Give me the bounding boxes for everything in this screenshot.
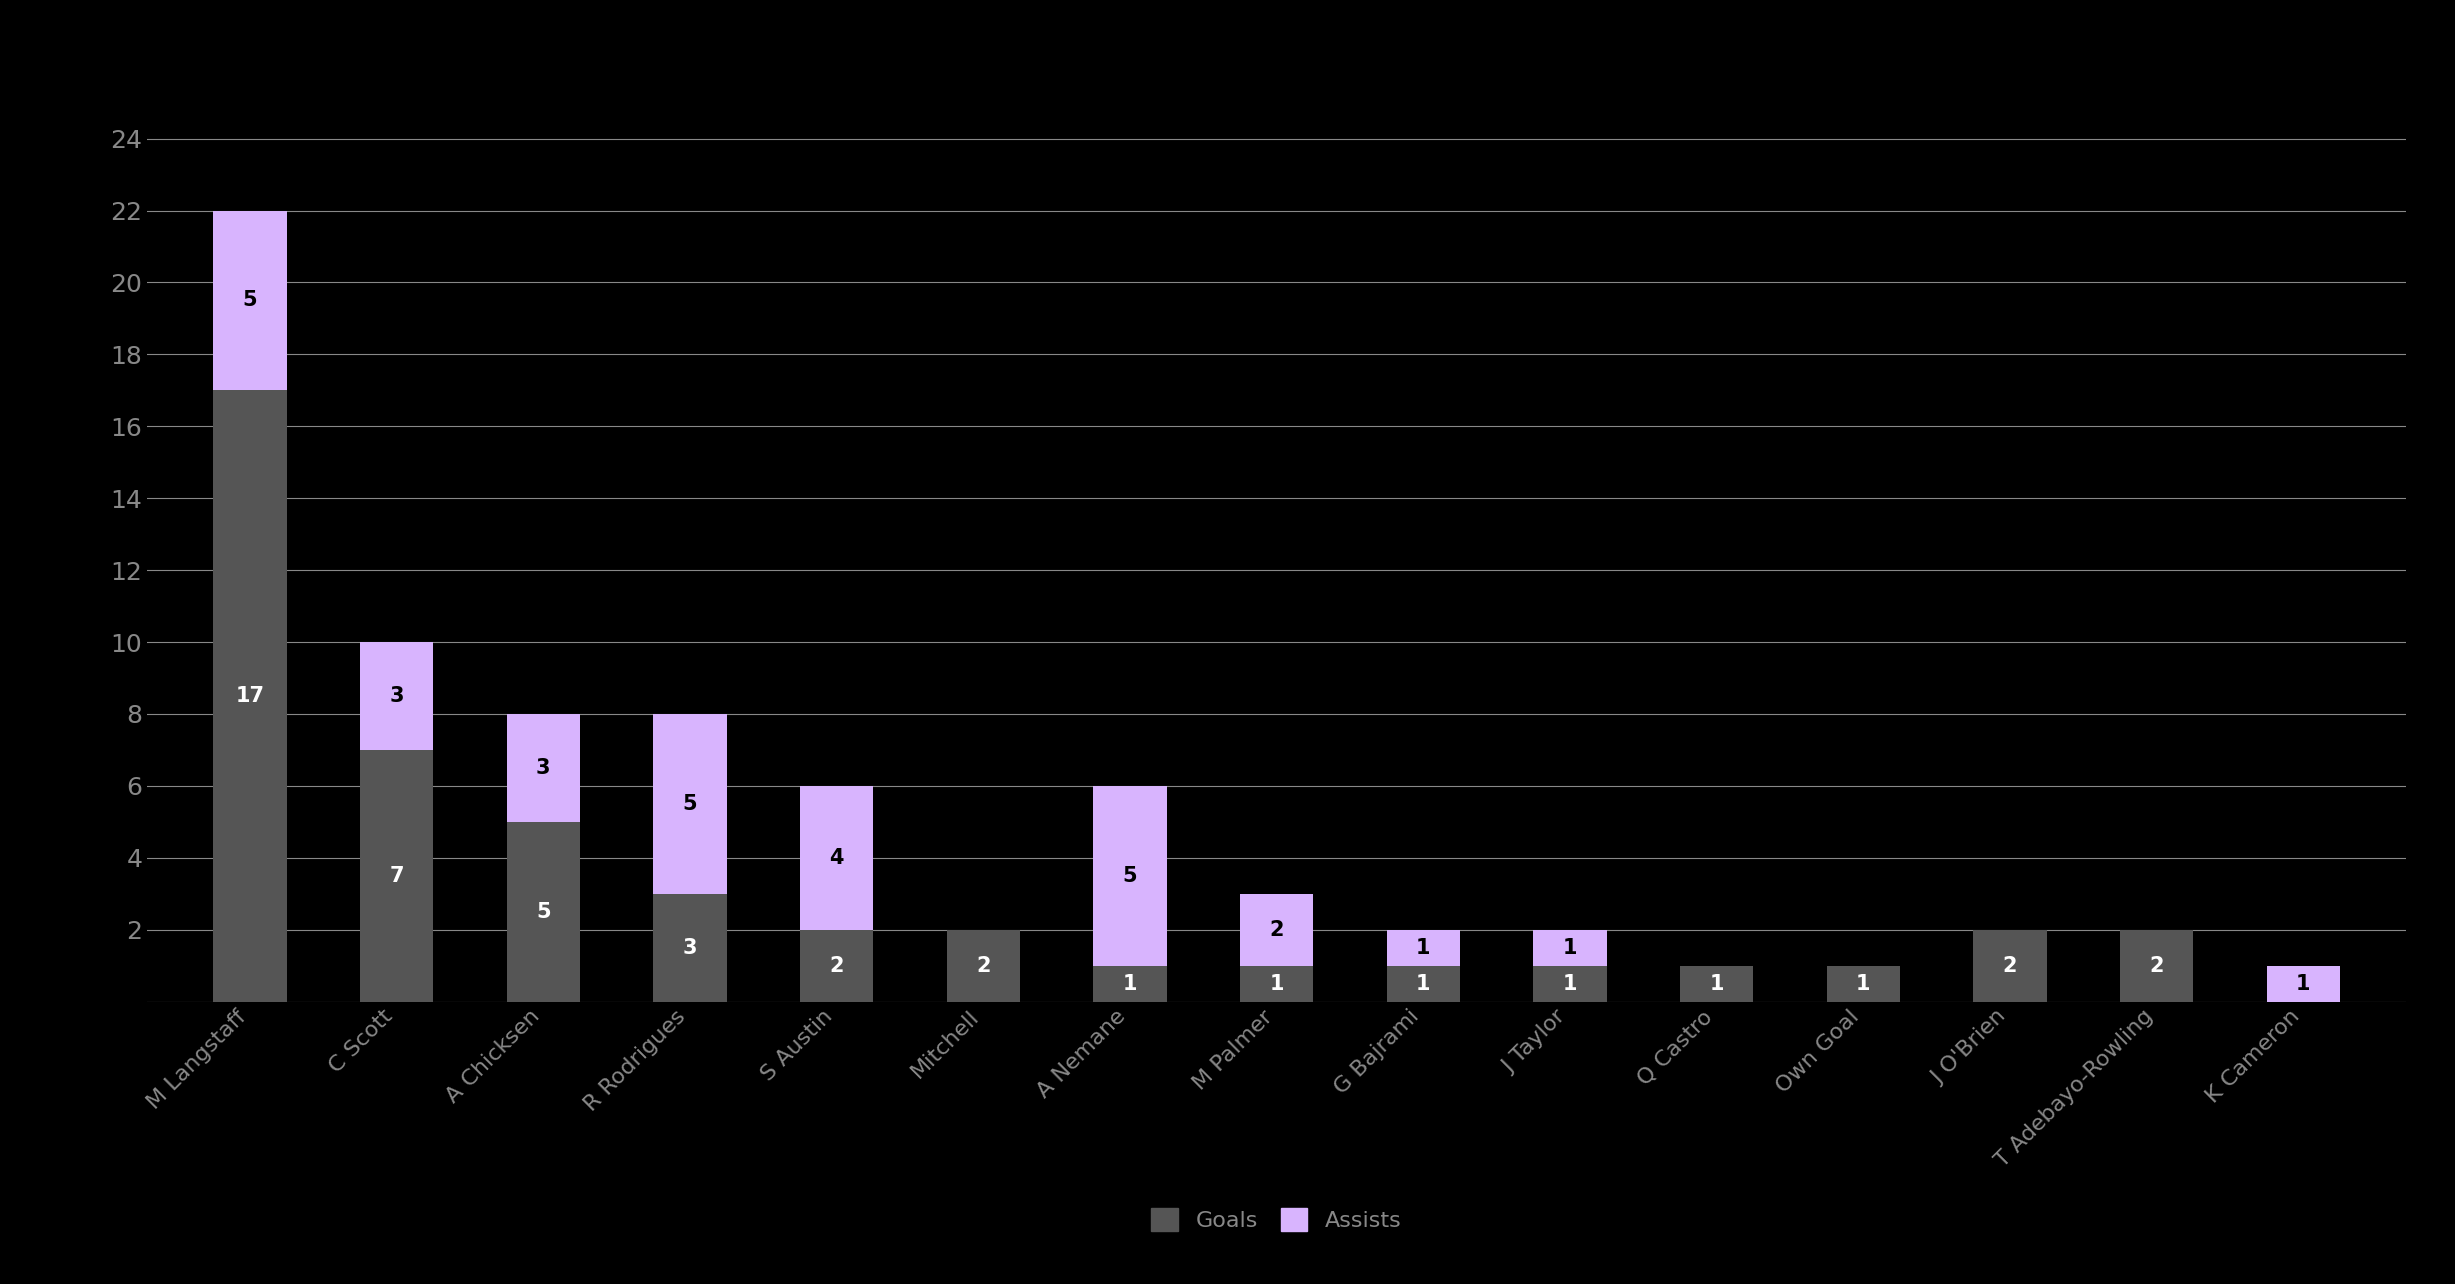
Text: 1: 1	[1269, 973, 1284, 994]
Bar	[506, 822, 579, 1002]
Text: 5: 5	[1122, 865, 1137, 886]
Bar	[361, 642, 432, 750]
Text: 1: 1	[1417, 973, 1431, 994]
Bar	[214, 211, 287, 390]
Text: 1: 1	[1564, 973, 1576, 994]
Text: 1: 1	[1564, 937, 1576, 958]
Text: 2: 2	[977, 955, 989, 976]
Text: 2: 2	[2003, 955, 2018, 976]
Text: 2: 2	[830, 955, 845, 976]
Legend: Goals, Assists: Goals, Assists	[1142, 1197, 1412, 1242]
Text: 3: 3	[390, 686, 405, 706]
Bar	[1534, 930, 1606, 966]
Bar	[361, 750, 432, 1002]
Text: 3: 3	[682, 937, 697, 958]
Bar	[653, 894, 727, 1002]
Text: 4: 4	[830, 847, 845, 868]
Text: 1: 1	[1122, 973, 1137, 994]
Text: 1: 1	[1417, 937, 1431, 958]
Text: 7: 7	[390, 865, 405, 886]
Text: 1: 1	[2295, 973, 2310, 994]
Text: 17: 17	[236, 686, 265, 706]
Bar	[1092, 966, 1166, 1002]
Text: 3: 3	[535, 758, 550, 778]
Text: 1: 1	[1856, 973, 1871, 994]
Bar	[2121, 930, 2192, 1002]
Bar	[1974, 930, 2047, 1002]
Bar	[506, 714, 579, 822]
Text: 2: 2	[2148, 955, 2163, 976]
Bar	[1240, 966, 1313, 1002]
Bar	[948, 930, 1019, 1002]
Bar	[1092, 786, 1166, 966]
Text: 5: 5	[243, 290, 258, 311]
Bar	[2266, 966, 2340, 1002]
Text: 5: 5	[535, 901, 550, 922]
Text: 1: 1	[1709, 973, 1723, 994]
Bar	[1240, 894, 1313, 966]
Bar	[214, 390, 287, 1002]
Bar	[1534, 966, 1606, 1002]
Text: 2: 2	[1269, 919, 1284, 940]
Bar	[1679, 966, 1753, 1002]
Bar	[1387, 930, 1461, 966]
Bar	[800, 930, 874, 1002]
Bar	[800, 786, 874, 930]
Bar	[653, 714, 727, 894]
Text: 5: 5	[682, 794, 697, 814]
Bar	[1827, 966, 1900, 1002]
Bar	[1387, 966, 1461, 1002]
